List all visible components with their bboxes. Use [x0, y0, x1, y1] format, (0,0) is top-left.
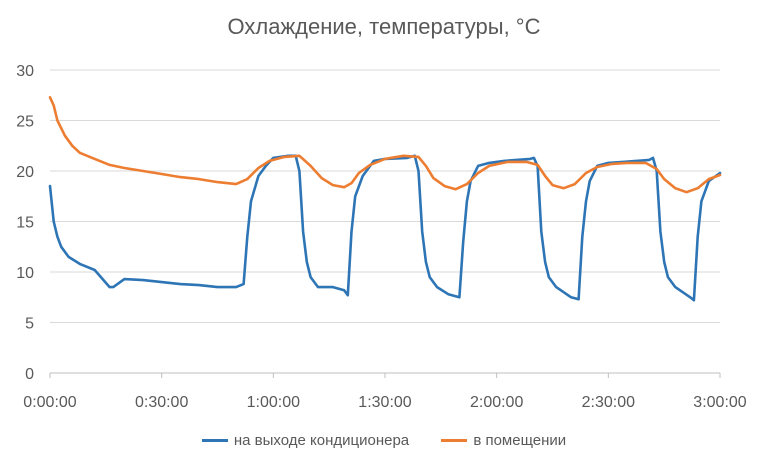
y-tick-label: 0: [25, 366, 34, 383]
chart-title: Охлаждение, температуры, °C: [227, 14, 541, 39]
x-tick-label: 0:00:00: [23, 394, 76, 411]
x-tick-label: 0:30:00: [135, 394, 188, 411]
legend-label-room: в помещении: [473, 432, 567, 449]
legend-item-room: в помещении: [441, 432, 566, 449]
x-tick-label: 1:00:00: [247, 394, 300, 411]
x-tick-label: 2:30:00: [582, 394, 635, 411]
legend-label-outlet: на выходе кондиционера: [233, 432, 410, 449]
series-line-1: [48, 96, 722, 194]
x-tick-label: 3:00:00: [693, 394, 746, 411]
legend: на выходе кондиционера в помещении: [0, 429, 768, 449]
y-tick-label: 15: [16, 215, 34, 232]
legend-swatch-outlet: [201, 439, 228, 442]
y-tick-label: 20: [16, 164, 34, 181]
legend-swatch-room: [441, 439, 468, 442]
y-tick-label: 25: [16, 114, 34, 131]
x-tick-label: 1:30:00: [358, 394, 411, 411]
y-tick-label: 30: [16, 63, 34, 80]
x-tick-label: 2:00:00: [470, 394, 523, 411]
legend-item-outlet: на выходе кондиционера: [201, 432, 410, 449]
y-tick-label: 5: [25, 316, 34, 333]
y-tick-label: 10: [16, 265, 34, 282]
series-line-0: [48, 154, 722, 302]
